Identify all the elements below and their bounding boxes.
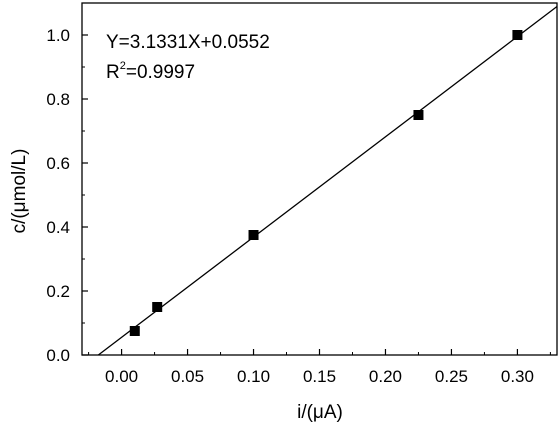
x-tick-label: 0.25	[435, 367, 468, 386]
y-axis-title: c/(μmol/L)	[9, 149, 30, 234]
data-point	[512, 30, 523, 40]
x-tick-label: 0.05	[171, 367, 204, 386]
y-tick-label: 0.6	[46, 154, 70, 173]
x-tick-label: 0.20	[369, 367, 402, 386]
data-point	[413, 110, 424, 120]
x-tick-label: 0.00	[105, 367, 138, 386]
r2-superscript: 2	[120, 60, 126, 72]
x-tick-label: 0.15	[303, 367, 336, 386]
data-point	[129, 326, 140, 336]
data-points	[129, 30, 523, 336]
r2-annotation: R2=0.9997	[106, 60, 195, 83]
y-tick-label: 1.0	[46, 26, 70, 45]
y-tick-label: 0.4	[46, 218, 70, 237]
r2-value: =0.9997	[126, 62, 195, 83]
x-tick-label: 0.30	[501, 367, 534, 386]
x-axis: 0.00 0.05 0.10 0.15 0.20 0.25 0.30	[88, 349, 551, 386]
y-tick-label: 0.2	[46, 282, 70, 301]
data-point	[152, 302, 163, 312]
x-axis-title: i/(μA)	[297, 402, 343, 423]
data-point	[248, 230, 259, 240]
fit-line-group	[97, 5, 558, 356]
r2-prefix: R	[106, 62, 120, 83]
equation-annotation: Y=3.1331X+0.0552	[106, 32, 270, 53]
x-tick-label: 0.10	[237, 367, 270, 386]
y-axis: 0.0 0.2 0.4 0.6 0.8 1.0	[46, 2, 88, 365]
fit-line	[97, 5, 558, 356]
y-tick-label: 0.8	[46, 90, 70, 109]
y-tick-label: 0.0	[46, 346, 70, 365]
